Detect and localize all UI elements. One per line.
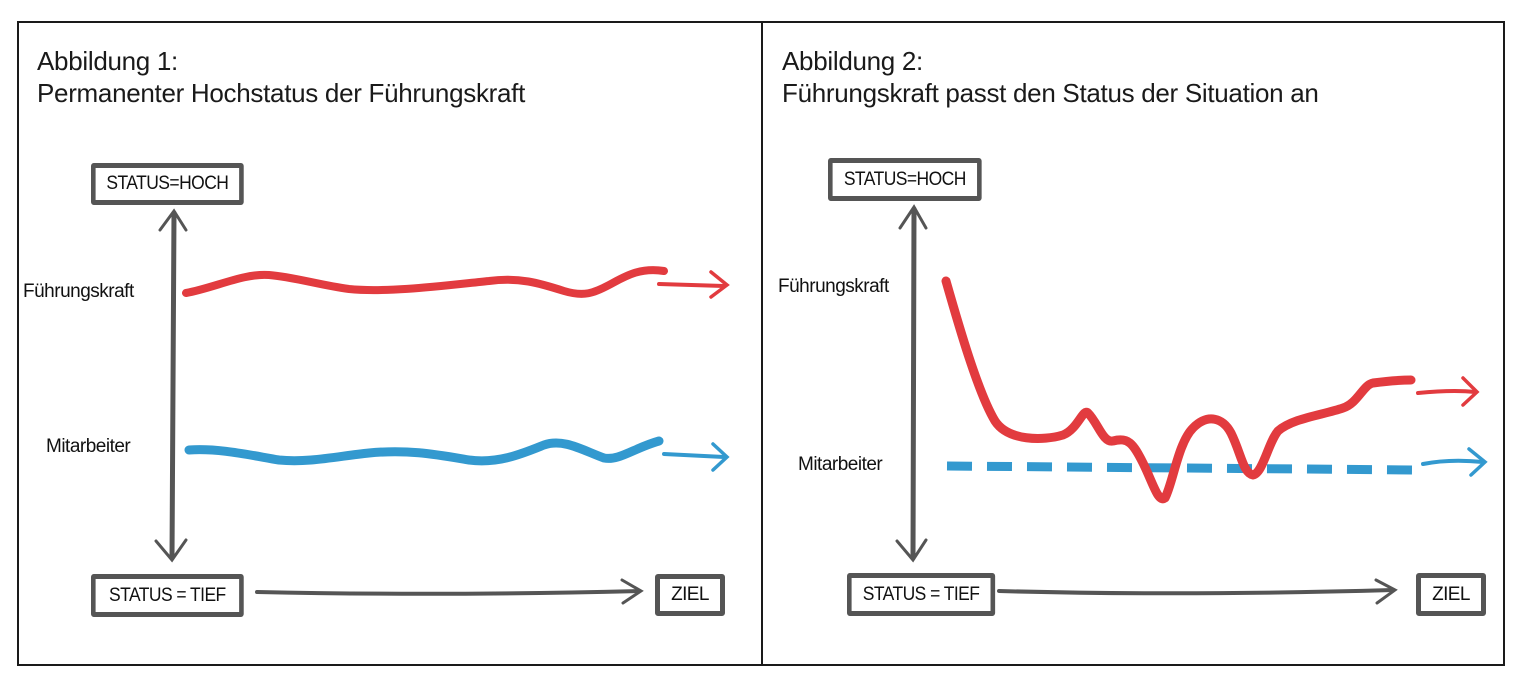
- employee-series-label: Mitarbeiter: [798, 454, 883, 475]
- horizontal-goal-arrow: [255, 578, 644, 605]
- goal-label: ZIEL: [1432, 583, 1470, 605]
- leader-series-label: Führungskraft: [23, 281, 134, 302]
- status-low-label: STATUS = TIEF: [109, 584, 226, 606]
- figure-2-diagram: [895, 204, 1488, 605]
- vertical-status-axis-arrow: [895, 204, 928, 563]
- status-high-label: STATUS=HOCH: [106, 173, 229, 194]
- figure-1-title-number: Abbildung 1:: [37, 46, 178, 76]
- goal-box: ZIEL: [655, 574, 725, 616]
- figure-1-title-caption: Permanenter Hochstatus der Führungskraft: [37, 78, 526, 108]
- figure-1-title: Abbildung 1: Permanenter Hochstatus der …: [37, 45, 525, 109]
- leader-series-label: Führungskraft: [778, 276, 889, 297]
- status-low-label: STATUS = TIEF: [862, 583, 980, 605]
- leader-status-line: [182, 266, 730, 299]
- panel-divider: [761, 21, 763, 666]
- employee-status-line: [184, 436, 730, 472]
- status-high-box: STATUS=HOCH: [828, 158, 982, 201]
- horizontal-goal-arrow: [997, 578, 1398, 605]
- figure-2-title-number: Abbildung 2:: [782, 46, 923, 76]
- leader-status-line: [941, 276, 1480, 504]
- vertical-status-axis-arrow: [154, 208, 188, 563]
- figure-2-title: Abbildung 2: Führungskraft passt den Sta…: [782, 45, 1319, 109]
- figure-2-panel: Abbildung 2: Führungskraft passt den Sta…: [763, 23, 1503, 664]
- status-low-box: STATUS = TIEF: [847, 573, 996, 616]
- goal-box: ZIEL: [1416, 573, 1486, 616]
- status-high-box: STATUS=HOCH: [91, 163, 244, 205]
- figure-2-title-caption: Führungskraft passt den Status der Situa…: [782, 78, 1319, 108]
- figure-1-diagram: [154, 208, 730, 605]
- employee-status-line: [946, 447, 1488, 477]
- status-high-label: STATUS=HOCH: [843, 168, 967, 190]
- status-low-box: STATUS = TIEF: [91, 574, 244, 617]
- employee-series-label: Mitarbeiter: [46, 436, 131, 457]
- goal-label: ZIEL: [671, 584, 709, 605]
- figure-1-panel: Abbildung 1: Permanenter Hochstatus der …: [19, 23, 761, 664]
